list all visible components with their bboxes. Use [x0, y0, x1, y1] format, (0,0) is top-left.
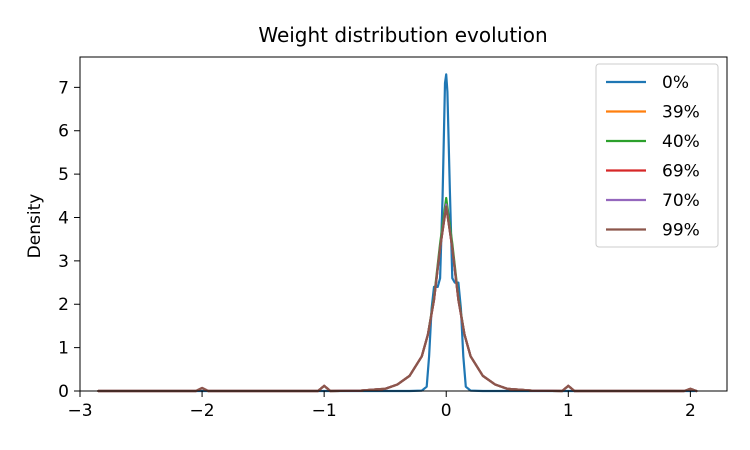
legend-label-4: 70%	[662, 191, 700, 211]
legend-label-3: 69%	[662, 162, 700, 182]
y-tick-label-4: 4	[58, 208, 69, 228]
legend-box	[595, 63, 719, 248]
y-tick-label-2: 2	[58, 295, 69, 315]
y-tick-label-7: 7	[58, 78, 69, 98]
x-tick-label-1: −2	[190, 401, 215, 421]
chart-title: Weight distribution evolution	[258, 23, 547, 47]
ticks-layer: −3 −2 −1 0 1 2 0 1 2 3 4 5 6 7	[58, 78, 696, 421]
series-line-0	[97, 73, 698, 393]
y-tick-label-3: 3	[58, 252, 69, 272]
legend: 0% 39% 40% 69% 70% 99%	[595, 63, 719, 248]
x-tick-label-3: 0	[441, 401, 452, 421]
x-tick-label-4: 1	[563, 401, 574, 421]
plot-area-frame	[79, 56, 728, 392]
series-layer	[97, 73, 698, 393]
legend-label-1: 39%	[662, 103, 700, 123]
legend-label-0: 0%	[662, 73, 689, 93]
x-tick-label-2: −1	[312, 401, 337, 421]
y-axis-label: Density	[25, 194, 45, 259]
x-tick-label-0: −3	[67, 401, 92, 421]
y-tick-label-0: 0	[58, 382, 69, 402]
y-tick-label-5: 5	[58, 165, 69, 185]
y-tick-label-1: 1	[58, 339, 69, 359]
x-tick-label-5: 2	[685, 401, 696, 421]
legend-label-5: 99%	[662, 221, 700, 241]
y-tick-label-6: 6	[58, 122, 69, 142]
series-line-5	[97, 205, 698, 393]
legend-label-2: 40%	[662, 132, 700, 152]
